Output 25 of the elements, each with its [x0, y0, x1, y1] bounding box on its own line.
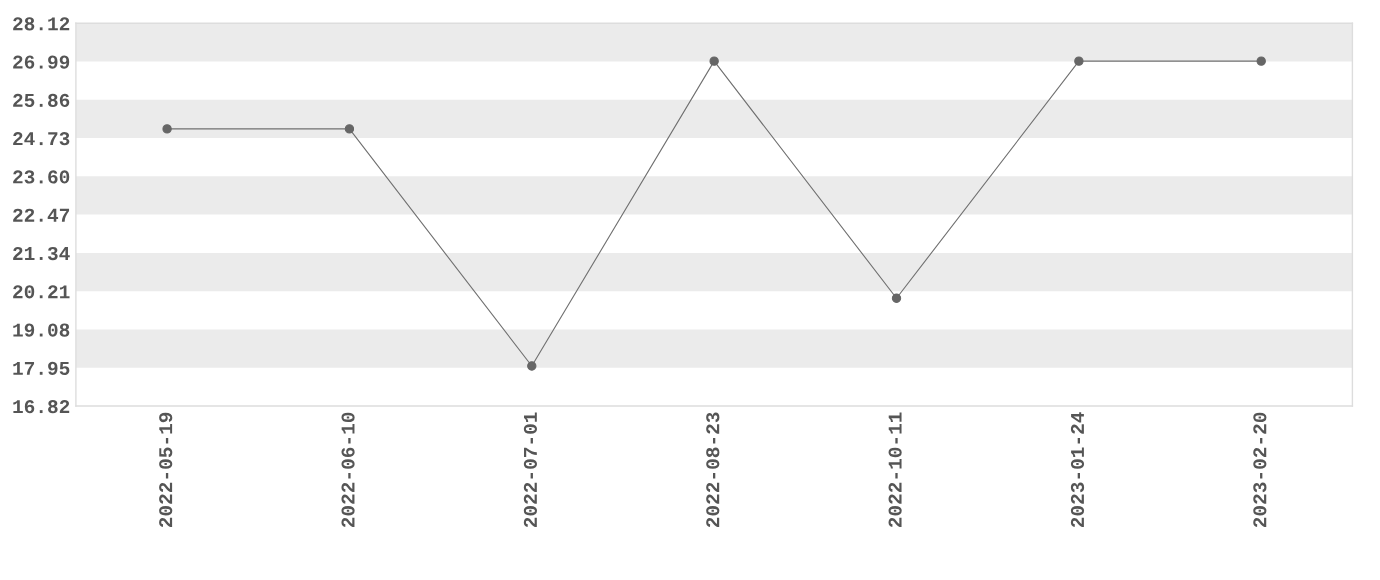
- y-tick-label: 22.47: [13, 208, 70, 222]
- point: [162, 124, 172, 134]
- y-tick-label: 25.86: [13, 93, 70, 107]
- y-tick-label: 28.12: [13, 17, 70, 31]
- point: [891, 293, 902, 303]
- point: [1074, 56, 1084, 66]
- y-tick-label: 26.99: [13, 55, 70, 69]
- x-tick-label: 2022-05-19: [159, 412, 173, 528]
- point: [1256, 56, 1266, 66]
- point: [527, 361, 537, 371]
- x-tick-label: 2023-02-20: [1253, 412, 1267, 528]
- x-tick-label: 2023-01-24: [1070, 412, 1085, 528]
- point: [344, 124, 355, 134]
- x-tick-label: 2022-08-23: [706, 412, 720, 528]
- y-tick-label: 20.21: [13, 285, 70, 299]
- point: [709, 56, 719, 66]
- x-tick-label: 2022-10-11: [888, 412, 902, 528]
- y-tick-label: 23.60: [13, 170, 70, 184]
- y-tick-label: 16.82: [13, 400, 70, 414]
- y-tick-label: 17.95: [13, 361, 70, 375]
- x-tick-label: 2022-06-10: [341, 412, 355, 528]
- y-tick-label: 24.73: [13, 132, 70, 146]
- y-tick-label: 21.34: [13, 246, 70, 261]
- y-tick-label: 19.08: [13, 323, 70, 337]
- x-tick-label: 2022-07-01: [523, 412, 538, 528]
